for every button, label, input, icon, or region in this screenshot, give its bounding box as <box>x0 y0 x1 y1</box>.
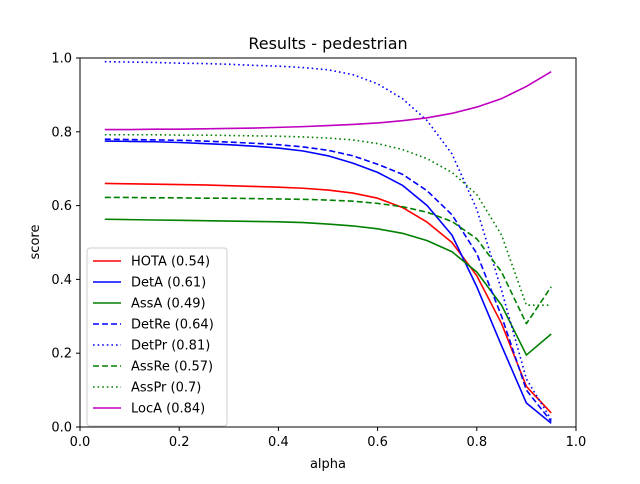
y-axis-label: score <box>28 225 43 260</box>
y-tick-label-2: 0.4 <box>51 273 72 288</box>
series-line-4 <box>104 60 552 421</box>
axes-frame <box>79 57 577 428</box>
series-line-1 <box>104 140 552 424</box>
x-axis-label: alpha <box>310 457 346 472</box>
legend-label-3: DetRe (0.64) <box>131 318 214 333</box>
legend-label-0: HOTA (0.54) <box>131 255 210 270</box>
y-tick-label-3: 0.6 <box>51 199 72 214</box>
chart-title: Results - pedestrian <box>248 34 407 53</box>
legend-box <box>86 247 228 427</box>
legend: HOTA (0.54) DetA (0.61) AssA (0.49) DetRe (… <box>86 247 228 427</box>
series-line-5 <box>104 196 552 325</box>
y-tick-label-1: 0.2 <box>51 347 72 362</box>
series-line-7 <box>104 70 552 131</box>
series-line-0 <box>104 182 552 414</box>
x-tick-label-2: 0.4 <box>268 435 289 450</box>
x-tick-label-1: 0.2 <box>169 435 190 450</box>
plot-area: 0.0 0.2 0.4 0.6 0.8 1.0 0.0 0.2 0.4 0.6 0.8 1.0 <box>51 52 586 451</box>
x-tick-label-3: 0.6 <box>367 435 388 450</box>
legend-label-6: AssPr (0.7) <box>131 381 201 396</box>
legend-label-1: DetA (0.61) <box>131 276 206 291</box>
y-tick-label-5: 1.0 <box>51 52 72 67</box>
x-tick-label-0: 0.0 <box>70 435 91 450</box>
series-line-3 <box>104 138 552 422</box>
x-tick-label-5: 1.0 <box>566 435 587 450</box>
legend-label-2: AssA (0.49) <box>131 297 206 312</box>
series-line-6 <box>104 133 552 307</box>
legend-label-4: DetPr (0.81) <box>131 339 210 354</box>
legend-label-5: AssRe (0.57) <box>131 360 213 375</box>
legend-label-7: LocA (0.84) <box>131 402 205 417</box>
series-line-2 <box>104 218 552 356</box>
x-tick-label-4: 0.8 <box>466 435 487 450</box>
y-tick-label-0: 0.0 <box>51 421 72 436</box>
y-tick-label-4: 0.8 <box>51 125 72 140</box>
